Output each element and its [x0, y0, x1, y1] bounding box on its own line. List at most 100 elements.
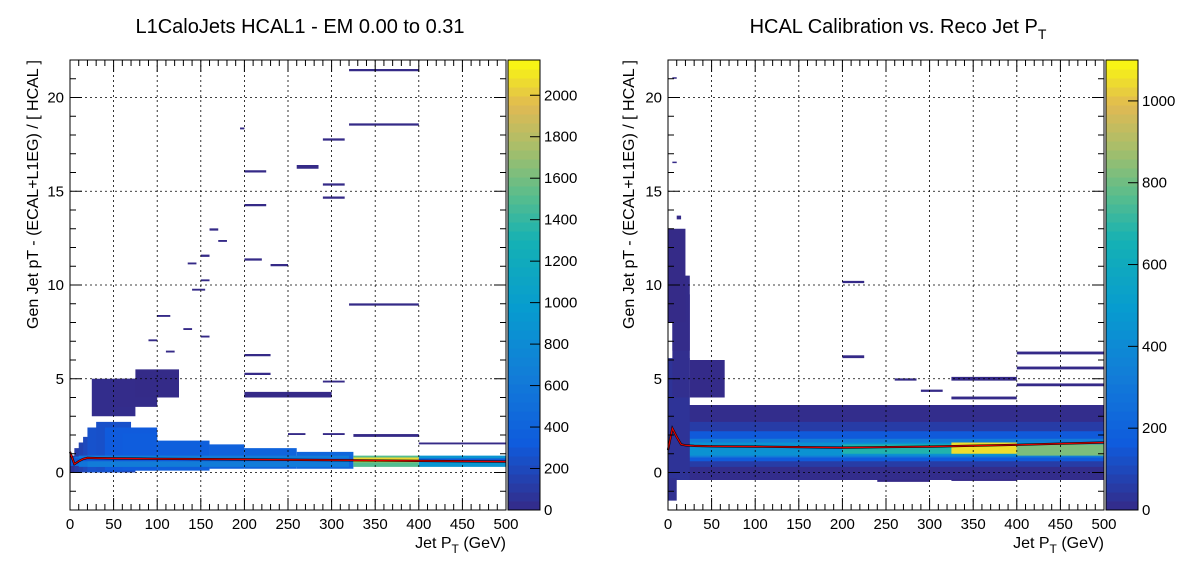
color-scale-band: [508, 258, 540, 268]
color-scale-band: [508, 303, 540, 313]
heatmap-cell: [187, 262, 197, 265]
color-scale-tick-label: 200: [1142, 420, 1167, 437]
x-axis-label-subscript: T: [452, 542, 460, 556]
color-scale-band: [1106, 429, 1138, 439]
heatmap-cell: [270, 264, 288, 267]
heatmap-cell: [157, 315, 171, 317]
y-tick-label: 5: [654, 371, 662, 388]
color-scale-band: [508, 438, 540, 448]
color-scale-band: [508, 483, 540, 493]
x-tick-label: 450: [450, 516, 475, 533]
heatmap-cell: [322, 196, 345, 199]
color-scale-band: [508, 321, 540, 331]
color-scale-band: [508, 249, 540, 259]
heatmap-cell: [165, 350, 175, 353]
x-tick-label: 150: [188, 516, 213, 533]
color-scale-band: [1106, 321, 1138, 331]
heatmap-cell: [842, 444, 952, 454]
color-scale-band: [508, 177, 540, 187]
color-scale-band: [1106, 411, 1138, 421]
color-scale-frame: [1105, 59, 1139, 511]
color-scale-band: [1106, 501, 1138, 511]
heatmap-cell: [288, 433, 306, 435]
x-tick-label: 400: [406, 516, 431, 533]
heatmap-cell: [951, 396, 1017, 400]
color-scale-band: [1106, 60, 1138, 70]
chart-title: L1CaloJets HCAL1 - EM 0.00 to 0.31: [135, 16, 464, 38]
color-scale-band: [508, 78, 540, 88]
color-scale-band: [508, 114, 540, 124]
color-scale-band: [508, 96, 540, 106]
y-tick-label: 5: [56, 371, 64, 388]
color-scale-tick-label: 1800: [544, 129, 577, 146]
color-scale: 0 200 400 600 800 1000 1200 1400 1600 1800 2000: [507, 59, 577, 519]
color-scale-tick-label: 600: [544, 378, 569, 395]
heatmap-cell: [148, 339, 158, 342]
x-tick-label: 200: [830, 516, 855, 533]
x-tick-label: 0: [66, 516, 74, 533]
color-scale-band: [1106, 123, 1138, 133]
color-scale-band: [508, 231, 540, 241]
color-scale-band: [1106, 240, 1138, 250]
heatmap-cell: [244, 372, 271, 375]
color-scale-tick-label: 600: [1142, 257, 1167, 274]
x-tick-label: 250: [275, 516, 300, 533]
color-scale-band: [508, 204, 540, 214]
heatmap-cell: [877, 479, 930, 482]
color-scale-band: [1106, 195, 1138, 205]
color-scale-tick-label: 2000: [544, 87, 577, 104]
color-scale-band: [508, 285, 540, 295]
color-scale-tick-label: 400: [544, 419, 569, 436]
x-tick-label: 100: [145, 516, 170, 533]
color-scale-band: [1106, 438, 1138, 448]
x-tick-label: 500: [493, 516, 518, 533]
heatmap-cell: [322, 183, 345, 186]
heatmap-cell: [1016, 351, 1104, 355]
heatmap-cell: [322, 380, 345, 383]
color-scale-band: [1106, 132, 1138, 142]
color-scale-tick-label: 1000: [1142, 93, 1175, 110]
color-scale-band: [1106, 420, 1138, 430]
heatmap-cell: [218, 240, 227, 242]
color-scale-band: [1106, 357, 1138, 367]
color-scale-tick-label: 1000: [544, 295, 577, 312]
y-tick-label: 15: [47, 183, 64, 200]
y-axis-label: Gen Jet pT - (ECAL+L1EG) / [ HCAL ]: [25, 60, 42, 329]
x-axis-label: Jet PT (GeV): [415, 535, 506, 556]
color-scale-tick-label: 1600: [544, 170, 577, 187]
color-scale: 0 200 400 600 800 1000: [1105, 59, 1175, 519]
heatmap-cell: [200, 279, 210, 282]
heatmap-cell: [244, 395, 271, 398]
color-scale-band: [508, 222, 540, 232]
color-scale-band: [1106, 339, 1138, 349]
color-scale-band: [1106, 492, 1138, 502]
x-axis-label-main: Jet P: [1013, 535, 1049, 552]
color-scale-band: [1106, 312, 1138, 322]
heatmap-cell: [244, 391, 332, 398]
color-scale-band: [1106, 483, 1138, 493]
heatmap-cell: [135, 369, 179, 398]
color-scale-band: [1106, 213, 1138, 223]
color-scale-band: [508, 132, 540, 142]
chart-title: HCAL Calibration vs. Reco Jet PT: [750, 16, 1047, 42]
heatmap-cell: [296, 165, 319, 169]
color-scale-band: [1106, 168, 1138, 178]
profile-line: [69, 451, 507, 466]
color-scale-band: [508, 474, 540, 484]
chart-panel-2: 0 50 100 150 200 250 300 350 400 450 5000510152002…: [621, 16, 1175, 556]
grid-lines: [668, 60, 1104, 510]
x-tick-label: 50: [703, 516, 720, 533]
color-scale-band: [1106, 96, 1138, 106]
x-axis-label: Jet PT (GeV): [1013, 535, 1104, 556]
color-scale-band: [508, 186, 540, 196]
y-tick-label: 10: [645, 277, 662, 294]
heatmap-cell: [920, 389, 943, 392]
color-scale-band: [1106, 231, 1138, 241]
heatmap-cell: [353, 434, 419, 437]
color-scale-band: [508, 240, 540, 250]
color-scale-band: [508, 168, 540, 178]
color-scale-band: [1106, 276, 1138, 286]
chart-title-main: HCAL Calibration vs. Reco Jet P: [750, 16, 1038, 38]
x-tick-label: 450: [1048, 516, 1073, 533]
color-scale-tick-label: 1200: [544, 253, 577, 270]
